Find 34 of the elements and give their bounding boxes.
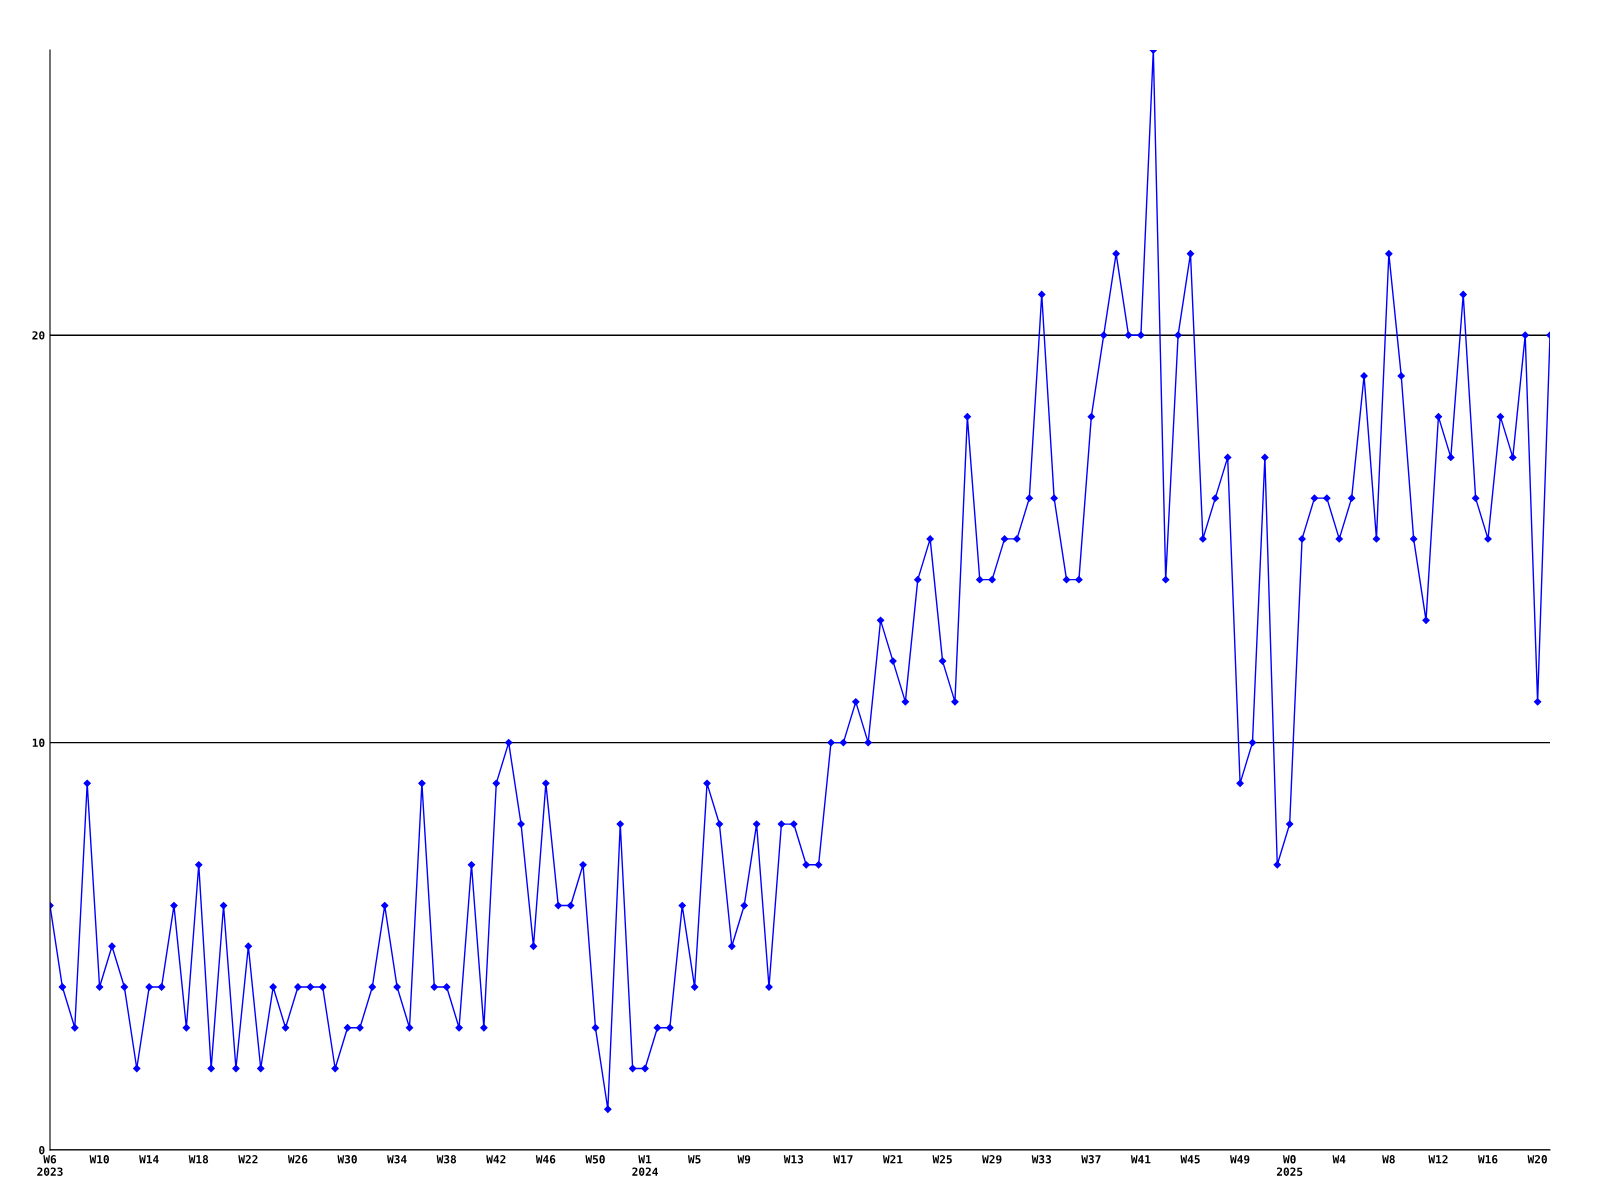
x-tick-label: W17 xyxy=(833,1155,853,1164)
x-tick-label: W49 xyxy=(1230,1155,1250,1164)
x-tick-label: W30 xyxy=(337,1155,357,1164)
x-tick-label: W46 xyxy=(535,1155,556,1164)
x-tick-label: W9 xyxy=(737,1155,751,1164)
x-tick-label: W26 xyxy=(287,1155,308,1164)
x-tick-label: W41 xyxy=(1130,1155,1151,1164)
y-tick-label: 10 xyxy=(32,738,45,747)
x-tick-label: W5 xyxy=(687,1155,701,1164)
x-tick-label: W20 xyxy=(1527,1155,1547,1164)
x-tick-label: W0 2025 xyxy=(1276,1155,1303,1176)
x-tick-label: W14 xyxy=(139,1155,159,1164)
x-tick-label: W8 xyxy=(1382,1155,1395,1164)
y-tick-label: 0 xyxy=(39,1145,45,1155)
x-tick-label: W42 xyxy=(486,1155,506,1164)
x-tick-label: W34 xyxy=(387,1155,407,1164)
y-tick-label: 20 xyxy=(32,331,45,340)
x-tick-label: W6 2023 xyxy=(37,1155,63,1176)
x-tick-label: W21 xyxy=(882,1155,903,1164)
x-tick-label: W37 xyxy=(1081,1155,1101,1164)
x-tick-label: W18 xyxy=(188,1155,209,1164)
x-tick-label: W1 2024 xyxy=(632,1155,658,1176)
x-tick-label: W12 xyxy=(1428,1155,1448,1164)
x-tick-label: W33 xyxy=(1031,1155,1052,1164)
x-tick-label: W16 xyxy=(1477,1155,1498,1164)
x-tick-label: W22 xyxy=(238,1155,258,1164)
x-tick-label: W29 xyxy=(982,1155,1002,1164)
x-tick-label: W38 xyxy=(436,1155,457,1164)
x-tick-label: W50 xyxy=(585,1155,605,1164)
x-tick-label: W25 xyxy=(932,1155,952,1164)
x-tick-label: W45 xyxy=(1180,1155,1200,1164)
x-tick-label: W4 xyxy=(1332,1155,1346,1164)
x-tick-label: W10 xyxy=(89,1155,109,1164)
x-tick-label: W13 xyxy=(783,1155,804,1164)
